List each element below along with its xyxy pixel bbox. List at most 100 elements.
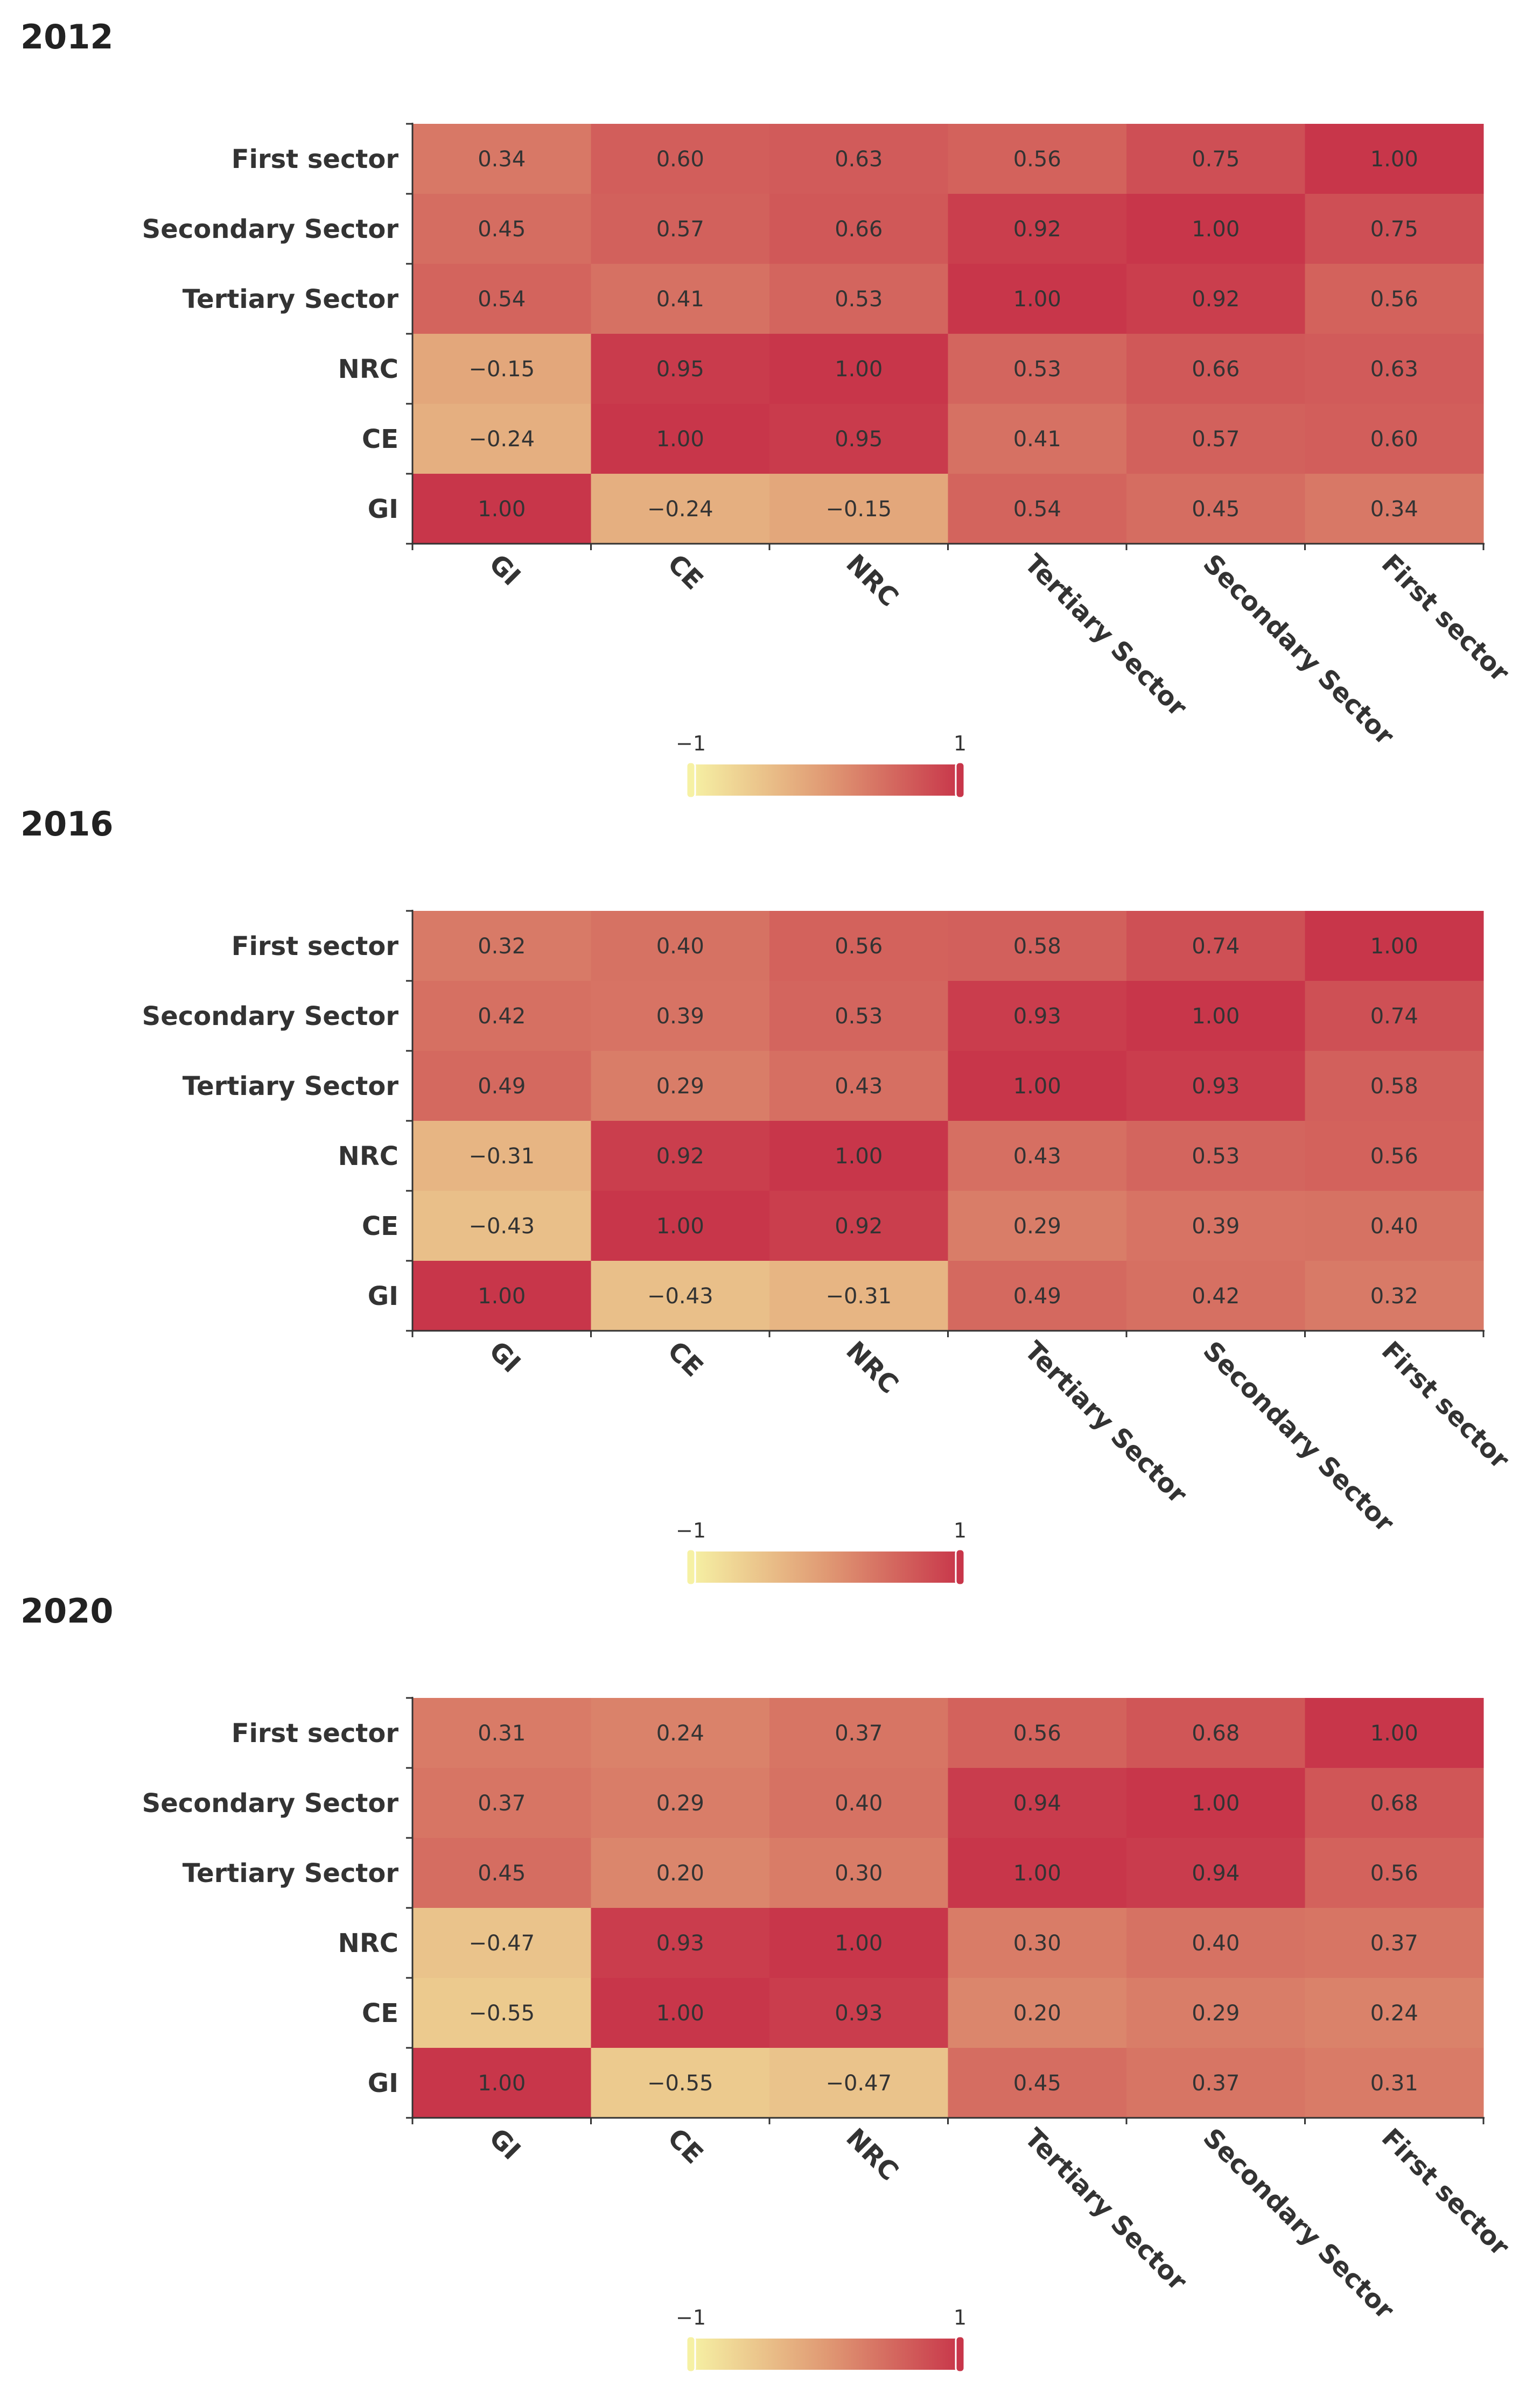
cell-value-label: 0.95 [656, 357, 704, 382]
cell-value-label: 0.66 [835, 217, 883, 242]
x-tick-label: Secondary Sector [1197, 1336, 1400, 1539]
x-tick-label: Tertiary Sector [1019, 2123, 1193, 2297]
color-scale-max-handle[interactable] [955, 761, 965, 799]
heatmap-cell [1305, 1051, 1484, 1121]
cell-value-label: 0.53 [1192, 1144, 1240, 1169]
cell-value-label: 1.00 [1013, 1861, 1061, 1886]
heatmap-cell [948, 404, 1127, 474]
heatmap-cell [412, 1908, 591, 1978]
heatmap-cell [948, 334, 1127, 404]
heatmap-cell [1305, 474, 1484, 544]
heatmap-cell [948, 124, 1127, 194]
color-scale-max-handle[interactable] [955, 2335, 965, 2373]
color-scale-max-handle[interactable] [955, 1548, 965, 1586]
cell-value-label: 0.31 [478, 1721, 526, 1746]
cell-value-label: 0.56 [1370, 287, 1418, 312]
cell-value-label: 0.60 [656, 147, 704, 172]
heatmap-panel-2012: 2012 0.34 0.60 0.63 0.56 0.75 1.00 0.45 0.57 0.66… [20, 17, 1515, 799]
cell-value-label: 0.56 [1013, 147, 1061, 172]
heatmap-cell [591, 334, 770, 404]
heatmap-cell [1305, 124, 1484, 194]
heatmap-cell [591, 264, 770, 334]
cell-value-label: 0.75 [1192, 147, 1240, 172]
cell-value-label: 0.92 [656, 1144, 704, 1169]
heatmap-cell [769, 1978, 948, 2048]
cell-value-label: 0.68 [1192, 1721, 1240, 1746]
heatmap-cell [591, 1261, 770, 1331]
heatmap-cell [591, 1768, 770, 1838]
heatmap-cell [1126, 2048, 1305, 2118]
cell-value-label: 0.24 [656, 1721, 704, 1746]
cell-value-label: 1.00 [1013, 287, 1061, 312]
chart-title: 2020 [20, 1591, 114, 1631]
y-tick-label: CE [362, 1211, 398, 1241]
color-scale-bar [691, 1551, 960, 1583]
cell-value-label: 0.20 [656, 1861, 704, 1886]
heatmap-cell [1126, 474, 1305, 544]
heatmap-cell [412, 124, 591, 194]
cell-value-label: 0.66 [1192, 357, 1240, 382]
heatmap-cell [1305, 1261, 1484, 1331]
heatmap-cell [948, 264, 1127, 334]
heatmap-cell [591, 1838, 770, 1908]
cell-value-label: 1.00 [656, 1214, 704, 1239]
heatmap-cell [1126, 1051, 1305, 1121]
heatmap-cell [1126, 124, 1305, 194]
cell-value-label: 0.34 [478, 147, 526, 172]
y-tick-label: GI [368, 1281, 398, 1311]
cell-value-label: 0.24 [1370, 2001, 1418, 2026]
cell-value-label: −0.24 [468, 427, 535, 452]
x-tick-label: Secondary Sector [1197, 2123, 1400, 2326]
heatmap-cell [769, 1768, 948, 1838]
cell-value-label: 0.57 [1192, 427, 1240, 452]
cell-value-label: 1.00 [1013, 1074, 1061, 1099]
cell-value-label: 0.37 [1192, 2071, 1240, 2096]
heatmap-cell [948, 1051, 1127, 1121]
heatmap-cell [412, 194, 591, 264]
heatmap-cell [412, 1191, 591, 1261]
heatmap-cell [412, 1121, 591, 1191]
heatmap-cell [1305, 2048, 1484, 2118]
cell-value-label: 0.29 [1192, 2001, 1240, 2026]
cell-value-label: 0.29 [656, 1074, 704, 1099]
heatmap-cell [1305, 1908, 1484, 1978]
cell-value-label: 0.93 [835, 2001, 883, 2026]
heatmap-cell [769, 1261, 948, 1331]
cell-value-label: 0.74 [1370, 1004, 1418, 1029]
x-tick-label: First sector [1376, 1336, 1515, 1475]
cell-value-label: 0.29 [1013, 1214, 1061, 1239]
cell-value-label: 1.00 [1192, 1004, 1240, 1029]
cell-value-label: 0.74 [1192, 934, 1240, 959]
heatmap-cell [948, 1978, 1127, 2048]
heatmap-cell [591, 1908, 770, 1978]
heatmap-cell [948, 1838, 1127, 1908]
cell-value-label: 0.63 [835, 147, 883, 172]
heatmap-cell [1305, 1121, 1484, 1191]
cell-value-label: 0.63 [1370, 357, 1418, 382]
heatmap-cell [948, 1261, 1127, 1331]
y-tick-label: First sector [232, 144, 399, 174]
color-scale-min-handle[interactable] [685, 1548, 696, 1586]
cell-value-label: 0.56 [1370, 1144, 1418, 1169]
color-scale-min-handle[interactable] [685, 2335, 696, 2373]
color-scale-min-handle[interactable] [685, 761, 696, 799]
cell-value-label: 0.93 [1013, 1004, 1061, 1029]
y-tick-label: First sector [232, 931, 399, 961]
x-tick-label: GI [483, 1336, 526, 1379]
heatmap-cell [1305, 1191, 1484, 1261]
heatmap-cell [1305, 1698, 1484, 1768]
color-scale-max-label: 1 [954, 2306, 967, 2329]
color-scale-min-label: −1 [676, 2306, 706, 2329]
heatmap-cell [591, 1698, 770, 1768]
chart-title: 2012 [20, 17, 114, 57]
cell-value-label: 1.00 [656, 2001, 704, 2026]
heatmap-cell [412, 1978, 591, 2048]
cell-value-label: 0.40 [656, 934, 704, 959]
y-tick-label: First sector [232, 1718, 399, 1749]
x-tick-label: Tertiary Sector [1019, 549, 1193, 723]
cell-value-label: 0.58 [1013, 934, 1061, 959]
cell-value-label: 1.00 [1370, 934, 1418, 959]
x-tick-label: NRC [840, 2123, 904, 2187]
cell-value-label: 0.37 [1370, 1931, 1418, 1956]
